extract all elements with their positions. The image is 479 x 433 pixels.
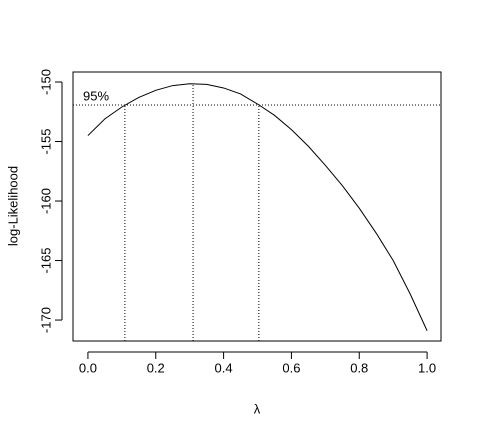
confidence-label: 95% — [83, 88, 109, 103]
x-axis-label: λ — [254, 401, 261, 416]
y-tick-label: -170 — [38, 307, 53, 333]
y-tick-label: -150 — [38, 69, 53, 95]
x-tick-label: 0.0 — [79, 360, 97, 375]
y-axis-label: log-Likelihood — [5, 166, 20, 246]
x-tick-label: 0.8 — [350, 360, 368, 375]
y-tick-label: -160 — [38, 188, 53, 214]
y-tick-label: -165 — [38, 248, 53, 274]
likelihood-curve — [87, 83, 428, 331]
y-tick-label: -155 — [38, 128, 53, 154]
x-tick-label: 0.2 — [147, 360, 165, 375]
x-tick-label: 1.0 — [418, 360, 436, 375]
plot-frame — [72, 71, 442, 342]
x-tick-label: 0.6 — [282, 360, 300, 375]
x-tick-label: 0.4 — [215, 360, 233, 375]
